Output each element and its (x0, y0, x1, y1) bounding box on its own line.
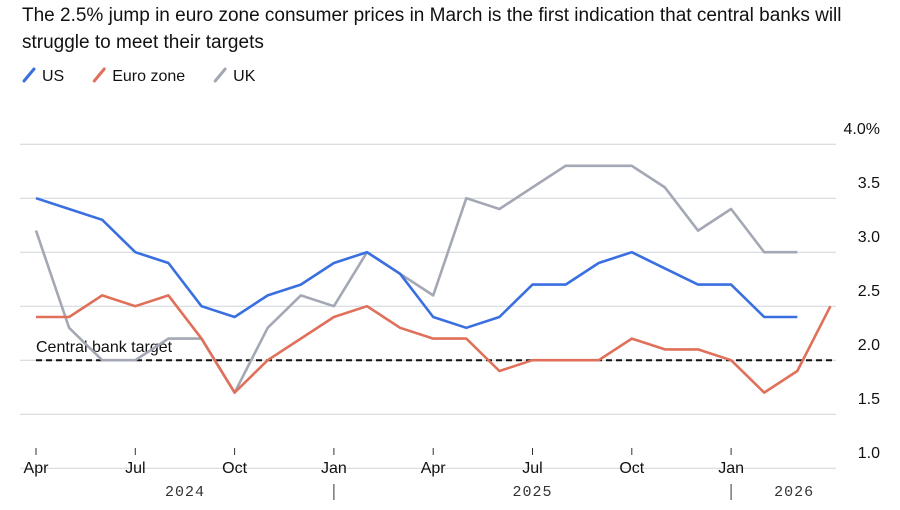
y-tick-label: 2.5 (858, 283, 880, 300)
x-tick-label: Oct (222, 460, 247, 477)
y-tick-label: 1.0 (858, 445, 880, 462)
legend-label: US (42, 68, 64, 85)
y-tick-label: 1.5 (858, 391, 880, 408)
target-label: Central bank target (36, 339, 173, 356)
x-tick-label: Oct (619, 460, 644, 477)
year-label: 2025 (512, 484, 552, 501)
year-label: 2024 (165, 484, 205, 501)
series-line (34, 164, 798, 394)
series-line (35, 196, 798, 330)
legend-swatch (213, 67, 227, 83)
y-tick-label: 3.5 (858, 175, 880, 192)
legend-label: Euro zone (112, 68, 185, 85)
chart-title: The 2.5% jump in euro zone consumer pric… (22, 5, 842, 53)
x-tick-label: Jul (125, 460, 145, 477)
x-tick-label: Jul (522, 460, 542, 477)
series-line (36, 294, 832, 394)
legend-swatch (92, 67, 106, 83)
x-tick-label: Apr (421, 460, 447, 477)
title-box: The 2.5% jump in euro zone consumer pric… (22, 5, 842, 53)
legend-swatch (22, 67, 36, 83)
y-tick-label: 2.0 (858, 337, 880, 354)
x-tick-label: Apr (24, 460, 50, 477)
x-tick-label: Jan (718, 460, 744, 477)
x-tick-label: Jan (321, 460, 347, 477)
legend-label: UK (233, 68, 256, 85)
y-tick-label: 4.0% (844, 121, 880, 138)
y-tick-label: 3.0 (858, 229, 880, 246)
year-label: 2026 (774, 484, 814, 501)
